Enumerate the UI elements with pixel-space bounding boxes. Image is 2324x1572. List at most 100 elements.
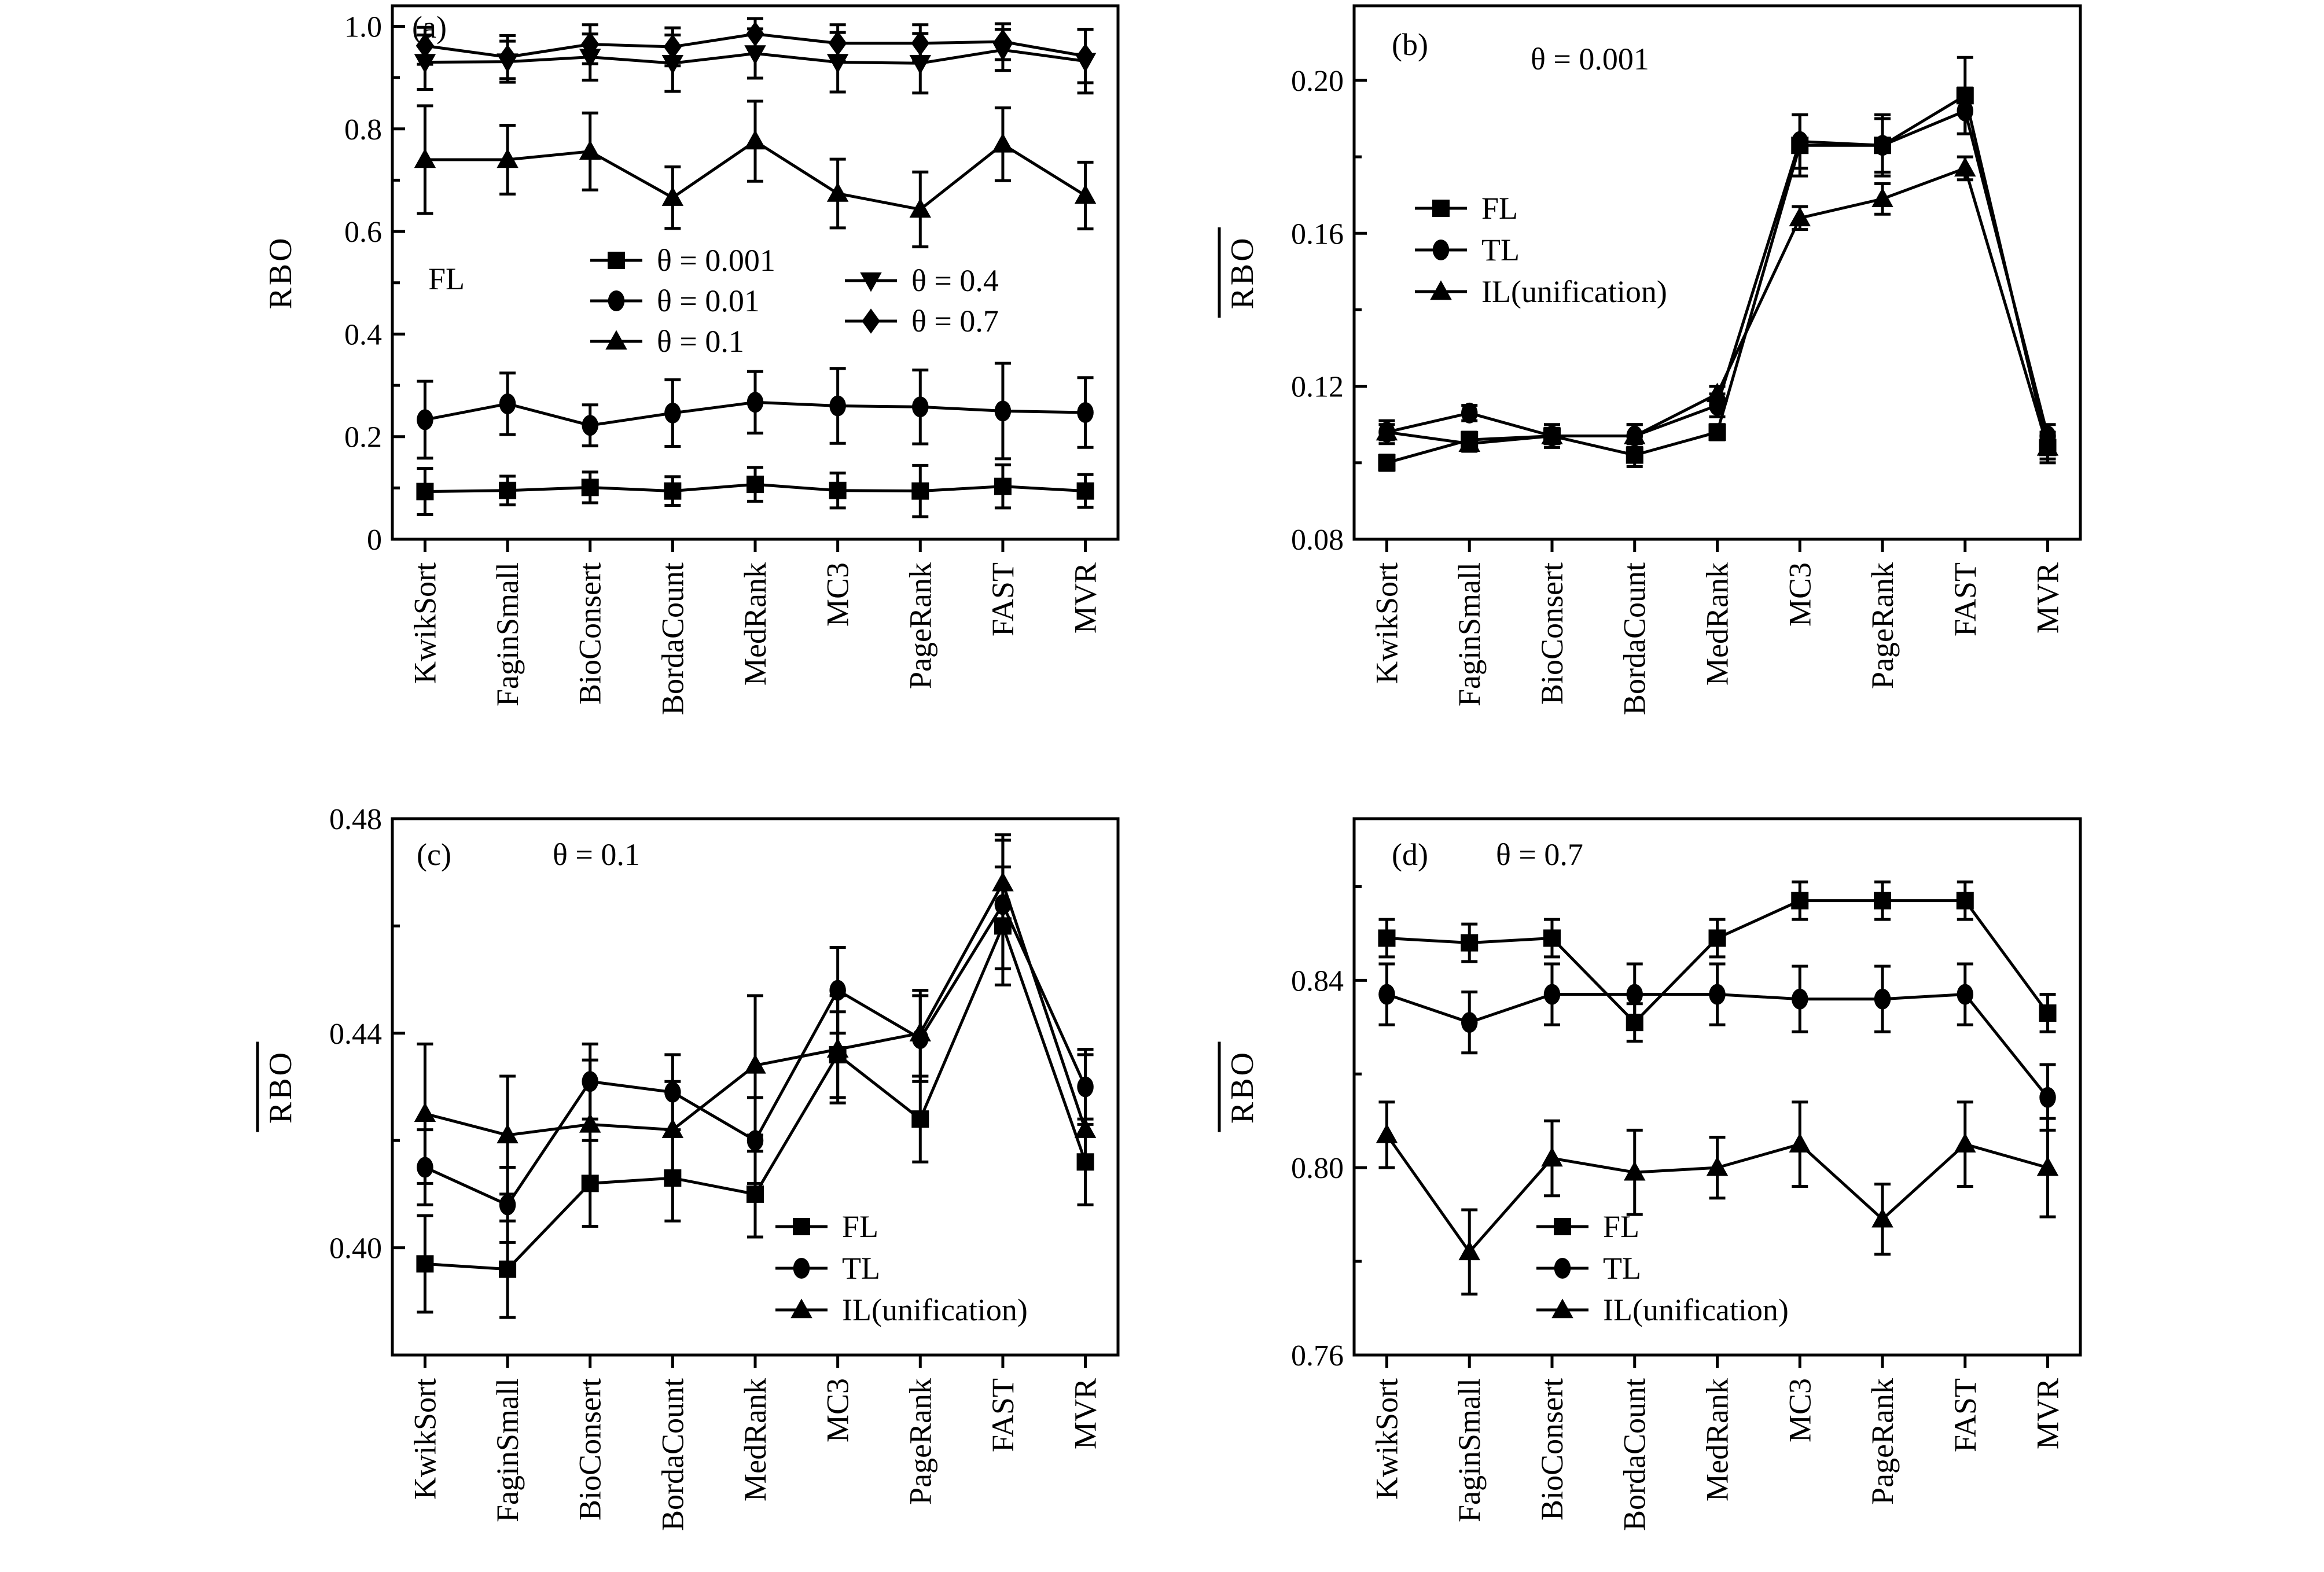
- legend-label: TL: [1603, 1251, 1641, 1286]
- data-point-marker: [909, 1022, 932, 1042]
- series-il-unification-: [414, 833, 1097, 1206]
- data-point-marker: [1074, 184, 1097, 204]
- legend: FL TL IL(unification): [1536, 1209, 1789, 1327]
- data-point-marker: [416, 483, 434, 500]
- x-tick-label: MVR: [2031, 1378, 2065, 1449]
- y-tick-label: 0.6: [344, 216, 382, 249]
- legend-marker: [793, 1258, 810, 1279]
- data-point-marker: [1626, 446, 1643, 464]
- x-tick-label: MC3: [1782, 562, 1817, 627]
- data-point-marker: [497, 1124, 519, 1144]
- x-tick-label: KwikSort: [1369, 1378, 1404, 1500]
- data-point-marker: [2036, 436, 2059, 456]
- data-point-marker: [911, 1110, 929, 1128]
- x-tick-label: MVR: [1068, 562, 1103, 634]
- data-point-marker: [1623, 425, 1646, 444]
- series--0.01: [417, 362, 1094, 461]
- data-point-marker: [1626, 984, 1643, 1005]
- y-tick-label: 0.40: [329, 1232, 382, 1265]
- data-point-marker: [2039, 1004, 2057, 1022]
- legend-marker: [1432, 200, 1450, 217]
- legend-label: θ = 0.4: [911, 263, 999, 298]
- data-point-marker: [1708, 423, 1726, 441]
- legend: θ = 0.001 θ = 0.01 θ = 0.1 θ = 0.4 θ = 0.7: [590, 243, 999, 359]
- x-tick-label: FaginSmall: [1452, 562, 1487, 706]
- data-point-marker: [826, 1038, 849, 1058]
- legend-label: θ = 0.001: [657, 243, 775, 278]
- x-tick-label: BioConsert: [1535, 1378, 1569, 1521]
- legend-label: FL: [842, 1209, 878, 1244]
- data-point-marker: [661, 186, 684, 206]
- panel-annotation: FL: [428, 262, 465, 296]
- data-point-marker: [1706, 382, 1729, 403]
- x-tick-label: BioConsert: [1535, 562, 1569, 705]
- data-point-marker: [1791, 892, 1809, 910]
- y-tick-label: 0.08: [1291, 524, 1344, 557]
- data-point-marker: [826, 182, 849, 202]
- data-point-marker: [499, 1260, 517, 1278]
- data-point-marker: [909, 198, 932, 218]
- data-point-marker: [1956, 892, 1974, 910]
- x-tick-label: PageRank: [903, 1378, 937, 1505]
- x-tick-label: KwikSort: [1369, 562, 1404, 684]
- legend-marker: [1432, 240, 1450, 260]
- legend-label: IL(unification): [1481, 274, 1667, 309]
- data-point-marker: [417, 409, 433, 430]
- legend-item: TL: [1536, 1251, 1641, 1286]
- legend: FL TL IL(unification): [1415, 191, 1667, 309]
- legend-label: θ = 0.1: [657, 324, 744, 359]
- data-point-marker: [1077, 402, 1094, 424]
- x-tick-label: FaginSmall: [1452, 1378, 1487, 1522]
- data-point-marker: [994, 477, 1012, 495]
- y-tick-label: 0.20: [1291, 65, 1344, 98]
- x-tick-label: BordaCount: [1617, 562, 1652, 715]
- data-point-marker: [582, 415, 598, 436]
- y-tick-label: 0.80: [1291, 1152, 1344, 1185]
- x-tick-label: MC3: [821, 1378, 855, 1442]
- data-point-marker: [1461, 1012, 1478, 1033]
- x-tick-label: MC3: [1782, 1378, 1817, 1442]
- x-tick-label: BioConsert: [573, 562, 608, 705]
- data-point-marker: [414, 148, 436, 168]
- legend-label: TL: [1481, 233, 1520, 267]
- legend-marker: [1554, 1258, 1571, 1279]
- y-axis-label: RBO: [1224, 235, 1260, 309]
- data-point-marker: [1789, 1133, 1811, 1153]
- x-tick-label: FAST: [1948, 562, 1983, 636]
- legend-item: θ = 0.4: [845, 263, 999, 298]
- data-point-marker: [579, 1113, 601, 1133]
- legend-item: IL(unification): [775, 1293, 1028, 1327]
- data-point-marker: [1541, 425, 1563, 444]
- data-point-marker: [747, 1185, 764, 1203]
- data-point-marker: [1378, 984, 1395, 1005]
- panel-annotation: θ = 0.1: [553, 837, 640, 872]
- data-point-marker: [414, 1102, 436, 1122]
- y-tick-label: 0.4: [344, 318, 382, 351]
- data-point-marker: [1458, 1240, 1480, 1261]
- plot-frame: [1352, 4, 2082, 541]
- y-tick-label: 0: [367, 524, 382, 557]
- data-point-marker: [664, 482, 682, 500]
- data-point-marker: [1541, 1147, 1563, 1167]
- data-point-marker: [826, 54, 849, 74]
- data-point-marker: [911, 482, 929, 500]
- legend-marker: [1430, 280, 1452, 300]
- data-point-marker: [416, 1255, 434, 1273]
- data-point-marker: [497, 148, 519, 168]
- series--0.001: [416, 463, 1094, 518]
- legend: FL TL IL(unification): [775, 1209, 1028, 1327]
- data-point-marker: [1378, 929, 1396, 947]
- data-point-marker: [1874, 135, 1891, 156]
- legend-label: TL: [842, 1251, 880, 1286]
- x-tick-label: KwikSort: [407, 1378, 442, 1500]
- data-point-marker: [1074, 1118, 1097, 1138]
- data-point-marker: [1957, 100, 1974, 122]
- data-point-marker: [498, 44, 517, 70]
- data-point-marker: [744, 130, 766, 150]
- data-point-marker: [747, 476, 764, 494]
- data-point-marker: [2036, 1156, 2059, 1176]
- legend-item: θ = 0.7: [845, 304, 999, 338]
- panel-label: (d): [1392, 837, 1428, 872]
- x-tick-label: FAST: [986, 1378, 1020, 1452]
- legend-item: FL: [1415, 191, 1518, 226]
